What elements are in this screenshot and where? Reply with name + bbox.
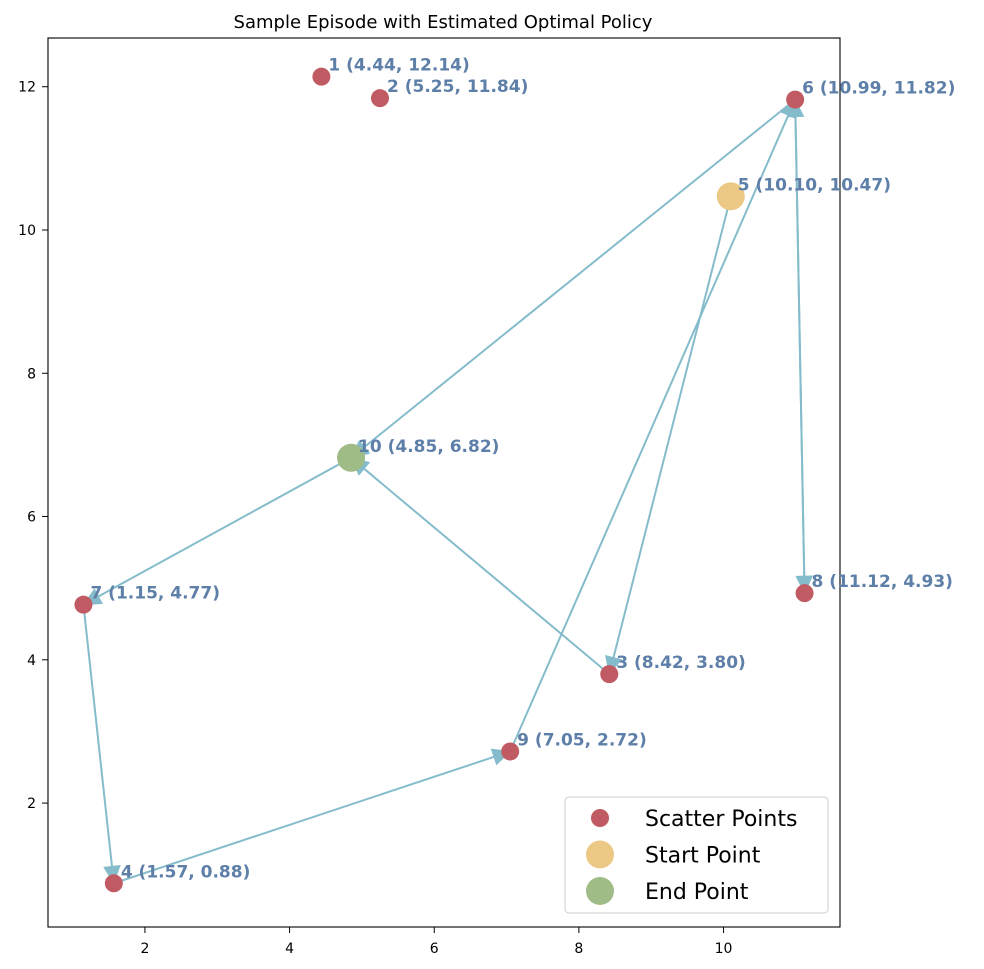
- path-arrow: [350, 98, 796, 459]
- point-label: 10 (4.85, 6.82): [358, 437, 499, 457]
- point-label: 7 (1.15, 4.77): [90, 584, 220, 604]
- legend-label-scatter: Scatter Points: [645, 807, 797, 832]
- x-tick-label: 6: [430, 941, 439, 957]
- path-arrow: [786, 98, 806, 594]
- scatter-point: [501, 742, 520, 761]
- y-tick-label: 12: [18, 80, 36, 96]
- x-tick-label: 10: [715, 941, 733, 957]
- y-tick-label: 2: [27, 796, 36, 812]
- scatter-point: [104, 874, 123, 893]
- legend-marker-end: [586, 877, 614, 905]
- scatter-point: [795, 584, 814, 603]
- point-markers: [74, 67, 814, 893]
- x-tick-label: 2: [140, 941, 149, 957]
- y-tick-label: 10: [18, 223, 36, 239]
- x-tick-label: 4: [285, 941, 294, 957]
- point-label: 5 (10.10, 10.47): [738, 175, 891, 195]
- scatter-point: [600, 665, 619, 684]
- point-label: 8 (11.12, 4.93): [812, 572, 953, 592]
- end-point-marker: [337, 443, 366, 472]
- y-tick-label: 6: [27, 510, 36, 526]
- scatter-point: [370, 89, 389, 108]
- chart-title: Sample Episode with Estimated Optimal Po…: [234, 12, 653, 33]
- plot-frame: [47, 37, 841, 928]
- scatter-point: [74, 595, 93, 614]
- path-arrow: [350, 457, 610, 675]
- legend-marker-start: [586, 840, 614, 869]
- point-label: 3 (8.42, 3.80): [616, 653, 746, 673]
- point-label: 4 (1.57, 0.88): [121, 862, 251, 882]
- scatter-point: [312, 67, 331, 86]
- legend-box: [564, 796, 829, 914]
- point-label: 9 (7.05, 2.72): [517, 730, 647, 750]
- axis-ticks: 2 4 6 8 10 2 4 6 8 10 12: [18, 80, 732, 957]
- y-tick-label: 4: [27, 653, 36, 669]
- legend-marker-scatter: [591, 809, 609, 827]
- path-arrow: [605, 196, 732, 676]
- y-tick-label: 8: [27, 366, 36, 382]
- policy-path: [82, 98, 814, 885]
- path-arrow: [82, 456, 352, 606]
- point-label: 6 (10.99, 11.82): [802, 79, 955, 99]
- legend-label-end: End Point: [645, 880, 749, 905]
- point-label: 1 (4.44, 12.14): [328, 56, 469, 76]
- scatter-point: [786, 90, 805, 109]
- x-tick-label: 8: [574, 941, 583, 957]
- legend-label-start: Start Point: [645, 844, 761, 869]
- point-label: 2 (5.25, 11.84): [387, 77, 528, 97]
- point-labels: 1 (4.44, 12.14)2 (5.25, 11.84) 3 (8.42, 3…: [90, 56, 955, 883]
- legend: Scatter Points Start Point End Point: [564, 796, 829, 914]
- start-point-marker: [716, 182, 745, 211]
- path-arrow: [82, 604, 121, 885]
